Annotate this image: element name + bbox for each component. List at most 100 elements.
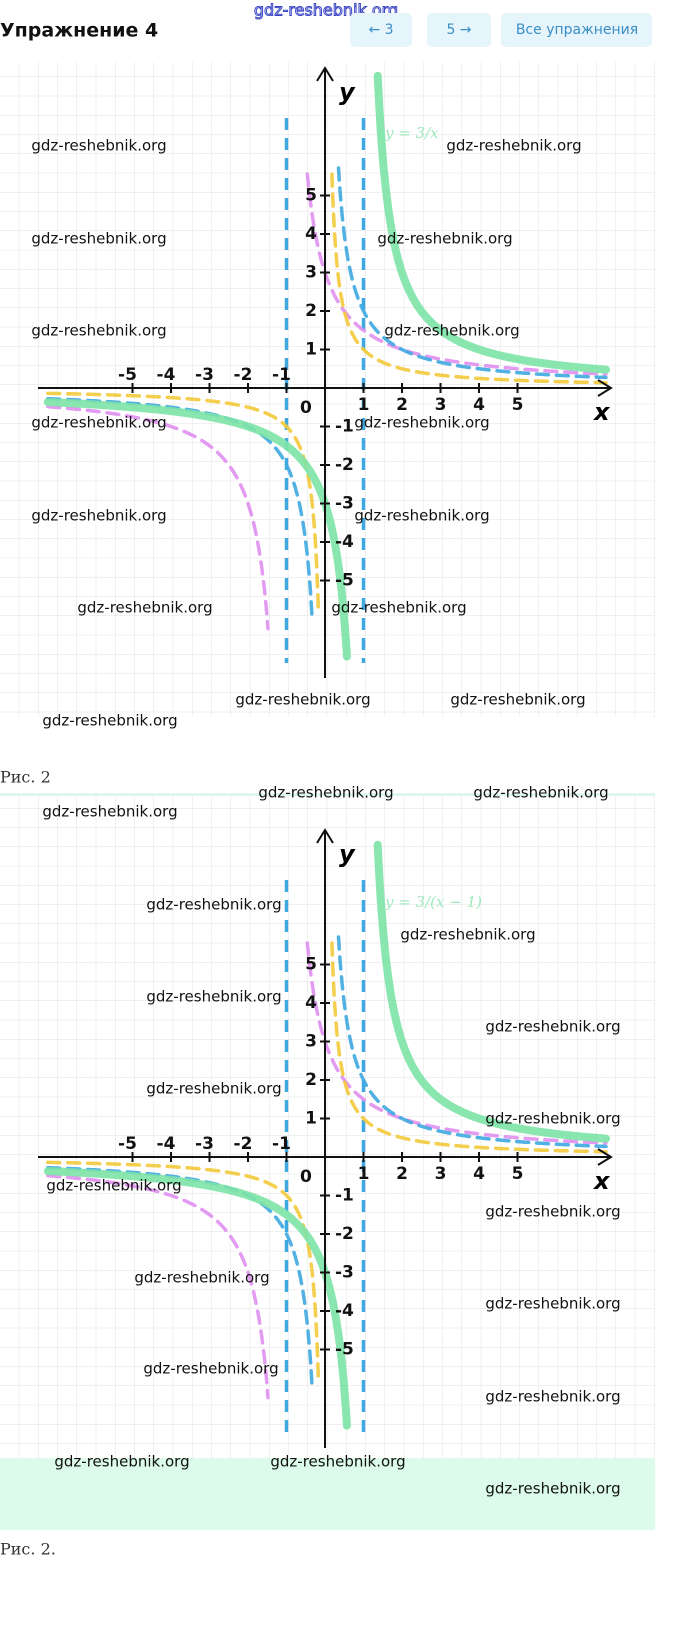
curve [43,71,610,661]
watermark: gdz-reshebnik.org [31,507,166,525]
y-tick-label: -5 [335,571,354,591]
x-tick-label: -5 [118,365,137,385]
watermark: gdz-reshebnik.org [354,414,489,432]
y-tick-label: 1 [305,1109,317,1129]
watermark: gdz-reshebnik.org [146,988,281,1006]
y-axis-label: y [339,78,356,106]
y-arrow [316,828,334,844]
formula: y = 3/x [384,124,439,142]
watermark: gdz-reshebnik.org [46,1177,181,1195]
prev-label[interactable]: ← 3 [368,22,393,38]
watermark: gdz-reshebnik.org [258,784,393,802]
watermark: gdz-reshebnik.org [485,1203,620,1221]
watermark: gdz-reshebnik.org [377,230,512,248]
x-tick-label: -1 [272,365,291,385]
watermark: gdz-reshebnik.org [485,1018,620,1036]
watermark: gdz-reshebnik.org [146,896,281,914]
watermark: gdz-reshebnik.org [270,1453,405,1471]
watermark: gdz-reshebnik.org [235,691,370,709]
watermark: gdz-reshebnik.org [446,137,581,155]
y-tick-label: -2 [335,1224,354,1244]
y-tick-label: -1 [335,1186,354,1206]
y-tick-label: 5 [305,186,317,206]
watermark: gdz-reshebnik.org [485,1388,620,1406]
x-tick-label: 2 [396,395,408,415]
watermark: gdz-reshebnik.org [31,414,166,432]
x-tick-label: -2 [234,1134,253,1154]
watermark: gdz-reshebnik.org [31,137,166,155]
figure-caption: Рис. 2. [0,1540,56,1559]
y-tick-label: 3 [305,1032,317,1052]
exercise-title: Упражнение 4 [0,20,158,42]
x-arrow [597,379,613,397]
x-tick-label: 4 [473,1164,485,1184]
y-tick-label: 3 [305,263,317,283]
x-tick-label: -4 [157,1134,176,1154]
x-tick-label: -5 [118,1134,137,1154]
watermark: gdz-reshebnik.org [143,1360,278,1378]
x-tick-label: 1 [358,395,370,415]
formula: y = 3/(x − 1) [384,893,482,911]
watermark: gdz-reshebnik.org [42,712,177,730]
origin-label: 0 [300,398,312,418]
x-tick-label: 4 [473,395,485,415]
watermark: gdz-reshebnik.org [77,599,212,617]
watermark: gdz-reshebnik.org [134,1269,269,1287]
x-tick-label: -2 [234,365,253,385]
x-tick-label: 5 [512,1164,524,1184]
curve [43,840,610,1430]
band [0,793,655,796]
y-tick-label: -3 [335,1263,354,1283]
curve [46,941,608,1386]
x-arrow [597,1148,613,1166]
origin-label: 0 [300,1167,312,1187]
x-tick-label: 1 [358,1164,370,1184]
watermark: gdz-reshebnik.org [450,691,585,709]
prev-button[interactable] [350,13,412,47]
y-tick-label: 5 [305,955,317,975]
y-tick-label: -1 [335,417,354,437]
watermark: gdz-reshebnik.org [485,1110,620,1128]
x-tick-label: -4 [157,365,176,385]
watermark: gdz-reshebnik.org [485,1295,620,1313]
watermark: gdz-reshebnik.org [473,784,608,802]
watermark: gdz-reshebnik.org [354,507,489,525]
y-arrow [316,66,334,82]
y-tick-label: 2 [305,301,317,321]
watermark: gdz-reshebnik.org [54,1453,189,1471]
y-tick-label: 4 [305,993,317,1013]
next-label[interactable]: 5 → [446,22,471,38]
watermark: gdz-reshebnik.org [146,1080,281,1098]
watermark: gdz-reshebnik.org [331,599,466,617]
y-tick-label: -5 [335,1340,354,1360]
watermark: gdz-reshebnik.org [485,1480,620,1498]
x-tick-label: -3 [195,1134,214,1154]
x-tick-label: -3 [195,365,214,385]
x-tick-label: 3 [435,395,447,415]
all-label[interactable]: Все упражнения [516,22,638,38]
watermark: gdz-reshebnik.org [31,322,166,340]
watermark: gdz-reshebnik.org [42,803,177,821]
watermark: gdz-reshebnik.org [400,926,535,944]
y-axis-label: y [339,840,356,868]
curve [46,172,608,631]
x-axis-label: x [593,398,611,426]
y-tick-label: -3 [335,494,354,514]
band [0,1458,655,1530]
watermark: gdz-reshebnik.org [31,230,166,248]
y-tick-label: -4 [335,532,354,552]
next-button[interactable] [427,13,491,47]
figure-caption: Рис. 2 [0,768,51,787]
curve [46,941,608,1400]
x-tick-label: -1 [272,1134,291,1154]
grid-background [0,795,655,1460]
watermark: gdz-reshebnik.org [384,322,519,340]
x-tick-label: 5 [512,395,524,415]
y-tick-label: 1 [305,340,317,360]
all-button[interactable] [501,13,652,47]
x-axis-label: x [593,1167,611,1195]
y-tick-label: -4 [335,1301,354,1321]
grid-background [0,62,655,717]
